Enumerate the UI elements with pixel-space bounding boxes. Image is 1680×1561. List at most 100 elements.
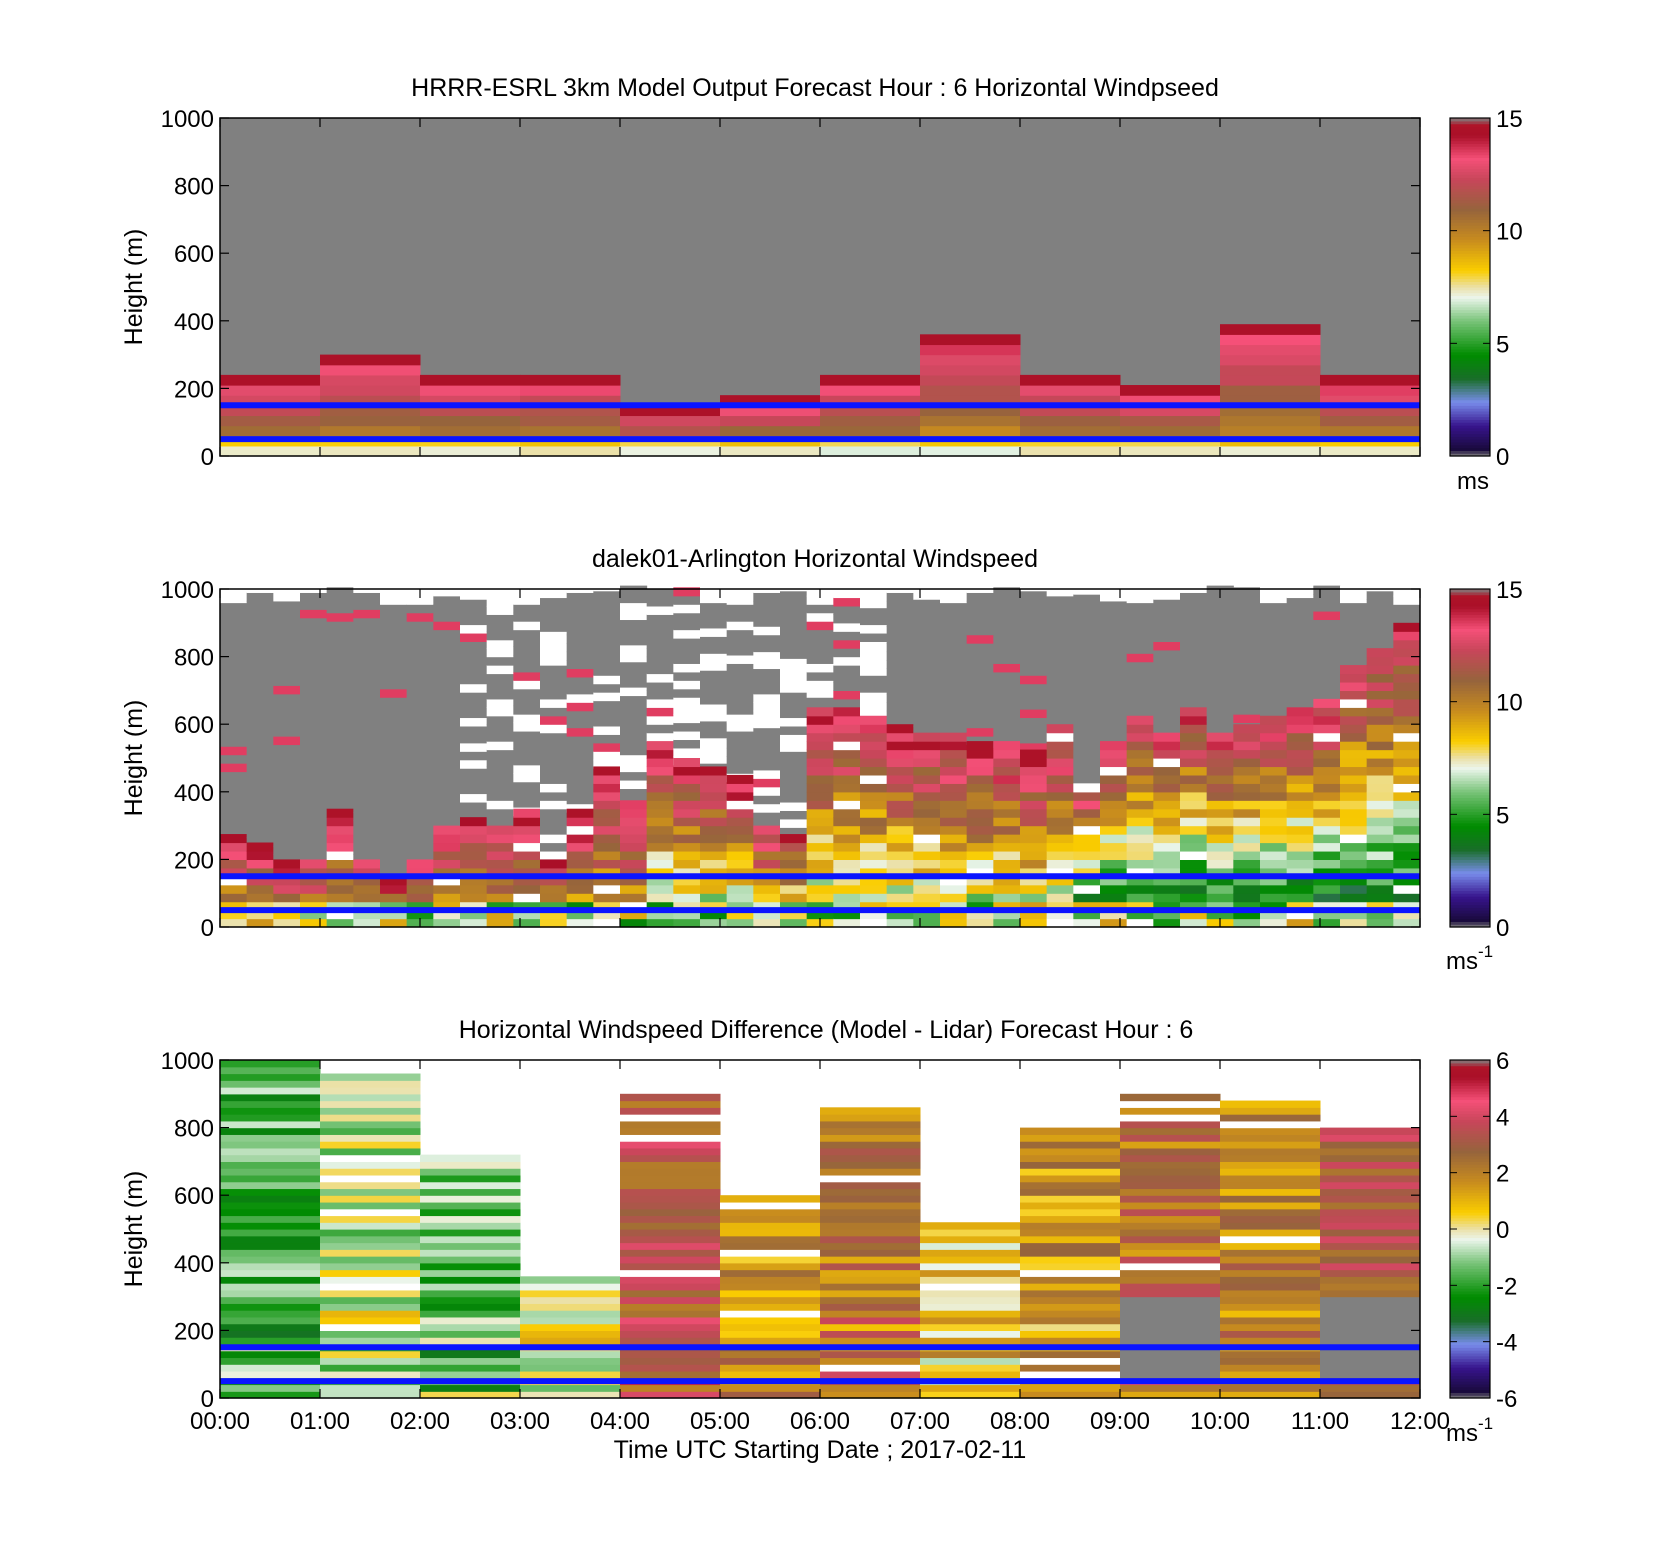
heatmap-cell [1393,648,1421,658]
heatmap-cell [1366,681,1394,691]
heatmap-cell [1153,649,1181,659]
heatmap-cell [1100,774,1128,784]
heatmap-cell [220,805,248,815]
heatmap-cell [1340,636,1368,646]
colorbar-segment [1450,351,1490,356]
heatmap-cell [1260,859,1288,869]
heatmap-cell [806,629,834,639]
heatmap-cell [1206,703,1234,713]
heatmap-cell [1180,766,1208,776]
heatmap-cell [1100,884,1128,894]
heatmap-cell [806,901,834,911]
heatmap-cell [513,629,541,639]
heatmap-cell [1313,918,1341,928]
heatmap-cell [780,734,808,744]
heatmap-cell [246,812,274,822]
heatmap-cell [300,617,328,627]
heatmap-cell [646,597,674,607]
colorbar-tick-label: 10 [1496,219,1523,246]
heatmap-cell [406,629,434,639]
heatmap-cell [966,825,994,835]
heatmap-cell [913,825,941,835]
colorbar-segment [1450,1361,1490,1365]
heatmap-cell [940,636,968,646]
heatmap-cell [673,739,701,749]
heatmap-cell [540,918,568,928]
heatmap-cell [326,663,354,673]
heatmap-cell [273,910,301,920]
heatmap-cell [1233,629,1261,639]
heatmap-cell [220,1391,321,1399]
heatmap-cell [700,746,728,756]
heatmap-cell [1286,605,1314,615]
heatmap-cell [720,1242,821,1250]
heatmap-cell [1366,607,1394,617]
heatmap-cell [700,695,728,705]
colorbar-segment [1450,690,1490,694]
heatmap-cell [513,910,541,920]
heatmap-cell [220,1337,321,1345]
heatmap-cell [320,1080,421,1088]
heatmap-cell [1286,850,1314,860]
heatmap-cell [326,739,354,749]
colorbar-segment [1450,1296,1490,1301]
heatmap-cell [433,722,461,732]
heatmap-cell [1073,850,1101,860]
heatmap-cell [806,680,834,690]
heatmap-cell [940,766,968,776]
heatmap-cell [1220,1181,1321,1190]
heatmap-cell [593,817,621,827]
heatmap-cell [1073,627,1101,637]
heatmap-cell [486,774,514,784]
colorbar-segment [1450,1307,1490,1312]
heatmap-cell [1153,834,1181,844]
colorbar-segment [1450,194,1490,198]
heatmap-cell [1286,724,1314,734]
colorbar-segment [1450,360,1490,364]
heatmap-cell [1393,783,1421,793]
heatmap-cell [673,697,701,707]
heatmap-cell [620,1174,721,1183]
heatmap-cell [620,893,648,903]
colorbar-segment [1450,859,1490,863]
heatmap-cell [646,808,674,818]
heatmap-cell [860,666,888,676]
heatmap-cell [1233,910,1261,920]
heatmap-cell [406,798,434,808]
heatmap-cell [460,776,488,786]
heatmap-cell [1313,602,1341,612]
heatmap-cell [1366,741,1394,751]
heatmap-cell [1153,850,1181,860]
heatmap-cell [700,910,728,920]
heatmap-cell [780,859,808,869]
heatmap-cell [1233,671,1261,681]
heatmap-cell [1206,893,1234,903]
heatmap-cell [353,736,381,746]
heatmap-cell [353,676,381,686]
heatmap-cell [246,876,274,886]
heatmap-cell [326,893,354,903]
heatmap-cell [486,859,514,869]
heatmap-cell [1260,610,1288,621]
colorbar-segment [1450,608,1490,613]
heatmap-cell [1020,1316,1121,1325]
heatmap-cell [920,1229,1021,1237]
colorbar-segment [1450,444,1490,449]
heatmap-cell [406,697,434,707]
heatmap-cell [1020,1134,1121,1142]
heatmap-cell [700,602,728,612]
heatmap-cell [940,741,968,751]
colorbar-segment [1450,1141,1490,1146]
heatmap-cell [913,658,941,668]
heatmap-cell [1020,734,1048,744]
heatmap-cell [620,918,648,928]
heatmap-cell [966,808,994,818]
heatmap-cell [1046,646,1074,656]
heatmap-cell [1393,918,1421,928]
colorbar-segment [1450,1383,1490,1388]
heatmap-cell [220,893,248,903]
heatmap-cell [320,1249,421,1257]
heatmap-cell [620,585,648,595]
heatmap-cell [720,1289,821,1298]
heatmap-cell [940,918,968,928]
